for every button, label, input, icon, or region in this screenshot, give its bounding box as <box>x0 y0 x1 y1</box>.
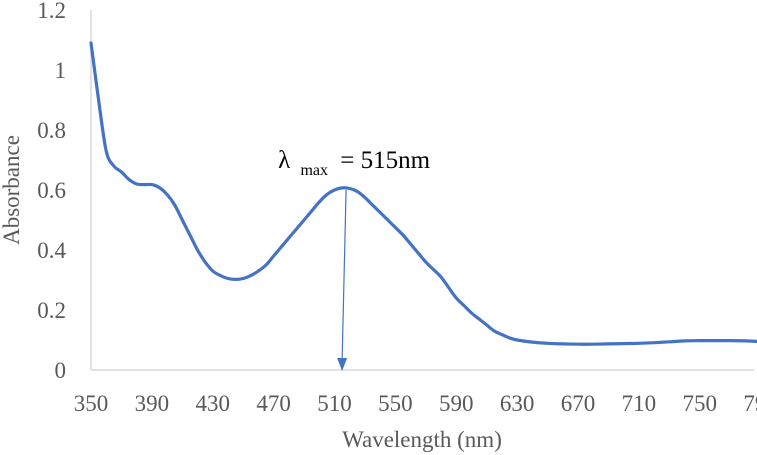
x-tick-label: 430 <box>196 391 231 416</box>
y-tick-labels: 0 0.2 0.4 0.6 0.8 1 1.2 <box>37 0 66 383</box>
lambda-max-label: λ max = 515nm <box>278 147 431 181</box>
y-axis-title: Absorbance <box>0 135 24 245</box>
x-tick-label: 470 <box>256 391 291 416</box>
x-tick-label: 630 <box>500 391 535 416</box>
x-tick-label: 350 <box>74 391 109 416</box>
y-tick-label: 1 <box>55 58 67 83</box>
y-tick-label: 0.8 <box>37 118 66 143</box>
x-tick-label: 750 <box>683 391 718 416</box>
x-tick-label: 550 <box>378 391 413 416</box>
lambda-max-annotation: λ max = 515nm <box>278 147 431 371</box>
y-tick-label: 0.2 <box>37 298 66 323</box>
y-tick-label: 0 <box>55 358 67 383</box>
y-tick-label: 0.4 <box>37 238 66 263</box>
lambda-max-arrow <box>341 189 347 361</box>
axes <box>90 10 754 371</box>
absorbance-line <box>89 41 757 346</box>
lambda-max-value: = 515nm <box>340 147 430 174</box>
lambda-max-subscript: max <box>300 162 328 179</box>
y-tick-label: 1.2 <box>37 0 66 23</box>
x-tick-label: 590 <box>439 391 474 416</box>
x-tick-label: 670 <box>561 391 596 416</box>
x-tick-labels: 350 390 430 470 510 550 590 630 670 710 750 790 <box>74 391 757 416</box>
x-tick-label: 510 <box>317 391 352 416</box>
x-axis-title: Wavelength (nm) <box>342 427 502 452</box>
x-tick-label: 790 <box>743 391 757 416</box>
lambda-symbol: λ <box>278 147 290 174</box>
lambda-max-arrowhead <box>337 358 348 371</box>
x-tick-label: 710 <box>622 391 657 416</box>
y-tick-label: 0.6 <box>37 178 66 203</box>
x-tick-label: 390 <box>135 391 170 416</box>
